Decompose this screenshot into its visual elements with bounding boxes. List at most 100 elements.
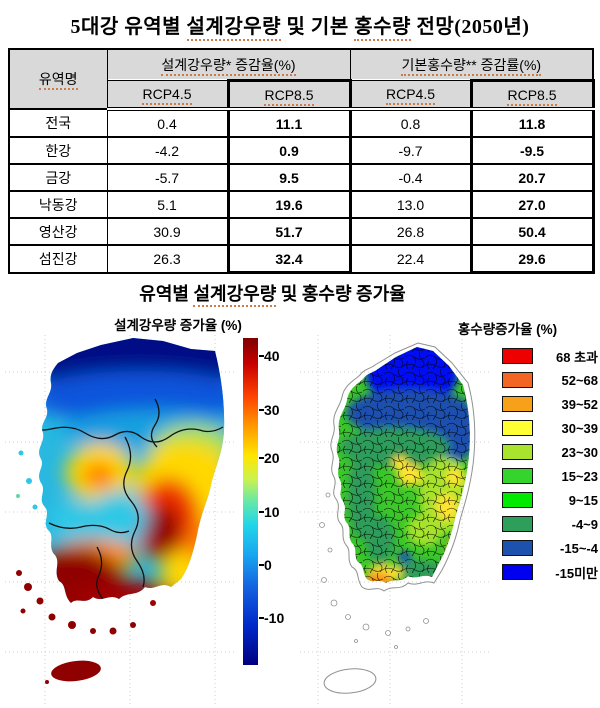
legend-label: -4~9	[571, 516, 598, 532]
colorbar-tick-label: 0	[264, 557, 272, 573]
table-row: 낙동강 5.1 19.6 13.0 27.0	[8, 190, 595, 219]
jeju-island	[51, 660, 101, 682]
rainfall-surface	[39, 338, 225, 603]
basin-name-cell: 낙동강	[8, 190, 108, 219]
basin-name-cell: 영산강	[8, 217, 108, 246]
legend-item: -4~9	[502, 512, 598, 536]
korea-outline	[330, 342, 476, 592]
colorbar-tick-label: 40	[264, 348, 280, 364]
jeju-island-outline	[323, 668, 377, 694]
legend-swatch	[502, 444, 533, 460]
rainfall-increase-map	[5, 335, 237, 705]
subheader-rcp85: RCP8.5	[226, 79, 352, 111]
table-cell: 26.8	[349, 217, 472, 246]
table-cell: -9.7	[349, 136, 472, 165]
table-cell: 32.4	[226, 244, 352, 274]
table-row: 한강 -4.2 0.9 -9.7 -9.5	[8, 136, 595, 165]
table-row: 금강 -5.7 9.5 -0.4 20.7	[8, 163, 595, 192]
legend-swatch	[502, 468, 533, 484]
legend-label: 52~68	[561, 372, 598, 388]
table-cell: 30.9	[106, 217, 229, 246]
table-cell: 22.4	[349, 244, 472, 273]
legend-label: -15미만	[555, 565, 598, 581]
legend-label: 39~52	[561, 396, 598, 412]
legend-swatch	[502, 564, 533, 580]
table-cell: -5.7	[106, 163, 229, 192]
subheader-rcp85: RCP8.5	[469, 79, 595, 111]
flood-map-label: 홍수량증가율 (%)	[457, 322, 558, 337]
basin-header-cell: 유역명	[8, 48, 108, 110]
table-row: 섬진강 26.3 32.4 22.4 29.6	[8, 244, 595, 274]
basin-name-cell: 섬진강	[8, 244, 108, 273]
title-seg: 및 기본	[281, 16, 355, 38]
basin-boundaries	[39, 398, 224, 600]
legend-item: 23~30	[502, 440, 598, 464]
table-cell: 51.7	[226, 217, 352, 246]
table-cell: 26.3	[106, 244, 229, 273]
islands-outline	[319, 492, 429, 649]
rainfall-group-header: 설계강우량* 증감율(%)	[106, 48, 351, 81]
legend-item: 9~15	[502, 488, 598, 512]
islands	[16, 450, 156, 684]
table-cell: 50.4	[469, 217, 595, 246]
table-cell: 9.5	[226, 163, 352, 192]
title-seg-underlined: 홍수량	[354, 16, 411, 41]
basin-name-cell: 한강	[8, 136, 108, 165]
legend-label: 9~15	[568, 492, 598, 508]
legend-label: -15~-4	[560, 540, 598, 556]
legend-swatch	[502, 540, 533, 556]
table-cell: 19.6	[226, 190, 352, 219]
legend-item: 30~39	[502, 416, 598, 440]
table-cell: 0.4	[106, 108, 229, 138]
flood-increase-map	[300, 335, 490, 705]
page-title: 5대강 유역별 설계강우량 및 기본 홍수량 전망(2050년)	[0, 10, 600, 41]
basin-name-cell: 금강	[8, 163, 108, 192]
flood-legend: 68 초과 52~68 39~52 30~39 23~30 15~23 9~15	[502, 344, 598, 584]
title-seg: 전망(2050년)	[410, 16, 530, 38]
table-cell: 11.8	[469, 108, 595, 138]
table-cell: 13.0	[349, 190, 472, 219]
colorbar	[243, 338, 264, 665]
table-cell: 20.7	[469, 163, 595, 192]
table-cell: 0.8	[349, 108, 472, 138]
table-cell: 29.6	[469, 244, 595, 274]
legend-swatch	[502, 516, 533, 532]
figure-title: 유역별 설계강우량 및 홍수량 증가율	[0, 280, 545, 307]
legend-item: 39~52	[502, 392, 598, 416]
colorbar-tick-label: 20	[264, 450, 280, 466]
legend-item: -15~-4	[502, 536, 598, 560]
table-cell: 0.9	[226, 136, 352, 165]
legend-swatch	[502, 396, 533, 412]
colorbar-tick-label: -10	[264, 610, 285, 626]
rainfall-map-label: 설계강우량 증가율 (%)	[114, 318, 242, 333]
legend-item: -15미만	[502, 560, 598, 584]
subheader-rcp45: RCP4.5	[106, 80, 229, 111]
table-cell: 27.0	[469, 190, 595, 219]
legend-swatch	[502, 372, 533, 388]
legend-label: 23~30	[561, 444, 598, 460]
legend-swatch	[502, 348, 533, 364]
colorbar-labels: 40 30 20 10 0 -10	[264, 338, 298, 665]
legend-label: 15~23	[561, 468, 598, 484]
legend-swatch	[502, 420, 533, 436]
legend-item: 15~23	[502, 464, 598, 488]
table-cell: -0.4	[349, 163, 472, 192]
table-cell: -9.5	[469, 136, 595, 165]
legend-label: 68 초과	[556, 349, 598, 365]
title-seg: 5대강 유역별	[70, 16, 187, 38]
colorbar-tick-label: 10	[264, 504, 280, 520]
forecast-table-container: 유역명 설계강우량* 증감율(%) 기본홍수량** 증감률(%) RCP4.5 …	[8, 48, 595, 274]
flood-group-header: 기본홍수량** 증감률(%)	[349, 48, 594, 81]
forecast-table: 유역명 설계강우량* 증감율(%) 기본홍수량** 증감률(%) RCP4.5 …	[8, 48, 595, 274]
basin-name-cell: 전국	[8, 108, 108, 138]
table-row: 전국 0.4 11.1 0.8 11.8	[8, 108, 595, 138]
subheader-rcp45: RCP4.5	[349, 80, 472, 111]
table-cell: 11.1	[226, 108, 352, 138]
legend-item: 68 초과	[502, 344, 598, 368]
colorbar-tick-label: 30	[264, 402, 280, 418]
table-cell: -4.2	[106, 136, 229, 165]
legend-swatch	[502, 492, 533, 508]
table-row: 영산강 30.9 51.7 26.8 50.4	[8, 217, 595, 246]
title-seg-underlined: 설계강우량	[186, 16, 282, 41]
